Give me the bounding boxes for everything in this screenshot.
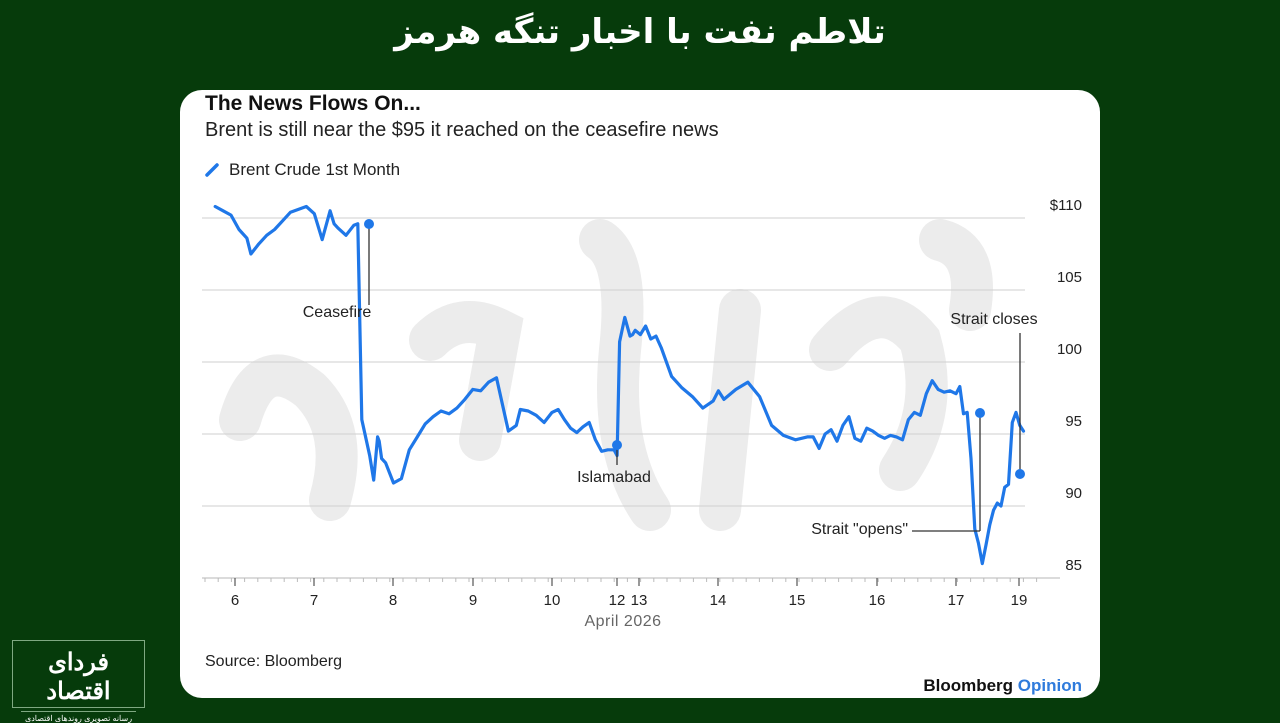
x-tick-label: 16 bbox=[869, 592, 886, 609]
publisher-logo: فردای اقتصاد رسانه تصویری روندهای اقتصاد… bbox=[12, 640, 145, 723]
y-tick-label: 85 bbox=[1065, 557, 1082, 574]
x-tick-label: 17 bbox=[948, 592, 965, 609]
annotation: Ceasefire bbox=[303, 219, 374, 321]
chart-card: The News Flows On... Brent is still near… bbox=[180, 90, 1100, 698]
annotation: Strait "opens" bbox=[811, 408, 985, 538]
annotation: Islamabad bbox=[577, 440, 651, 486]
brand-sub: Opinion bbox=[1017, 676, 1082, 695]
x-tick-label: 6 bbox=[231, 592, 239, 609]
y-tick-label: 105 bbox=[1057, 269, 1082, 286]
logo-title: فردای اقتصاد bbox=[46, 647, 111, 705]
x-tick-label: 8 bbox=[389, 592, 397, 609]
brand-logo: Bloomberg Opinion bbox=[923, 676, 1082, 696]
legend-label: Brent Crude 1st Month bbox=[229, 160, 401, 179]
brand-main: Bloomberg bbox=[923, 676, 1014, 695]
page-headline: تلاطم نفت با اخبار تنگه هرمز bbox=[394, 12, 886, 52]
svg-text:Islamabad: Islamabad bbox=[577, 469, 651, 486]
chart-subtitle: Brent is still near the $95 it reached o… bbox=[205, 119, 719, 141]
legend-line-icon bbox=[205, 163, 219, 177]
x-tick-label: 10 bbox=[544, 592, 561, 609]
x-tick-label: 12 bbox=[609, 592, 626, 609]
y-tick-label: 95 bbox=[1065, 413, 1082, 430]
series-line bbox=[213, 204, 1026, 566]
x-tick-label: 19 bbox=[1011, 592, 1028, 609]
x-tick-label: 14 bbox=[710, 592, 727, 609]
chart-source: Source: Bloomberg bbox=[205, 653, 342, 670]
y-tick-label: $110 bbox=[1050, 197, 1082, 214]
line-chart: $110 105 100 95 90 85 6 7 8 9 10 12 13 14 15 16 17 19 Apri… bbox=[202, 197, 1082, 630]
chart-title: The News Flows On... bbox=[205, 92, 421, 115]
x-tick-label: 9 bbox=[469, 592, 477, 609]
chart-legend: Brent Crude 1st Month bbox=[205, 160, 400, 180]
y-tick-label: 100 bbox=[1057, 341, 1082, 358]
svg-text:Strait closes: Strait closes bbox=[950, 311, 1037, 328]
svg-text:Strait "opens": Strait "opens" bbox=[811, 521, 908, 538]
x-axis-label: April 2026 bbox=[584, 613, 661, 630]
annotation: Strait closes bbox=[950, 311, 1038, 479]
x-tick-label: 13 bbox=[631, 592, 648, 609]
svg-text:Ceasefire: Ceasefire bbox=[303, 304, 372, 321]
y-tick-label: 90 bbox=[1065, 485, 1082, 502]
logo-tagline: رسانه تصویری روندهای اقتصادی bbox=[21, 711, 136, 723]
x-tick-label: 7 bbox=[310, 592, 318, 609]
x-tick-label: 15 bbox=[789, 592, 806, 609]
